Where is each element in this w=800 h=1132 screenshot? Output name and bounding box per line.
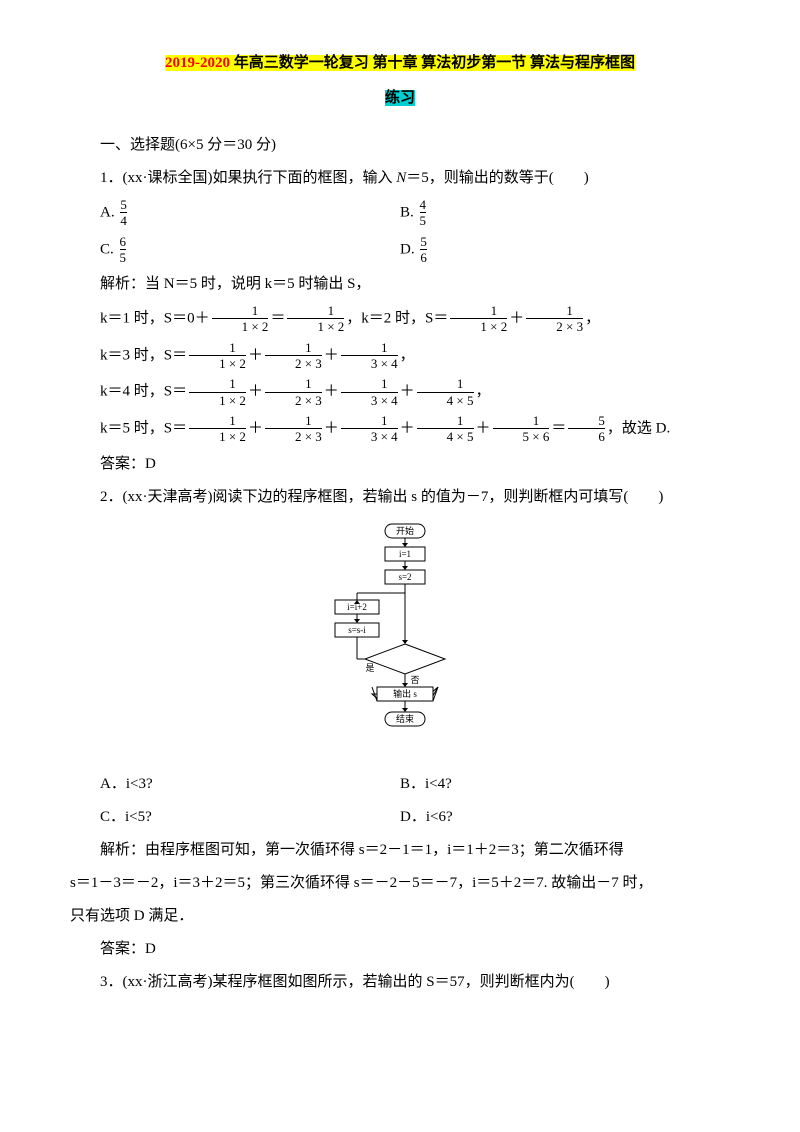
- q1-sol-k4: k＝4 时，S＝11 × 2＋12 × 3＋13 × 4＋14 × 5，: [70, 377, 730, 408]
- q2-opt-c: C．i<5?: [70, 804, 400, 831]
- q1-opt-a: A. 54: [70, 198, 400, 229]
- q1-opt-d: D. 56: [400, 235, 730, 266]
- q2-opts-row2: C．i<5? D．i<6?: [70, 804, 730, 831]
- svg-text:s=s-i: s=s-i: [348, 625, 366, 635]
- page-title-2: 练习: [70, 85, 730, 112]
- svg-text:s=2: s=2: [398, 572, 411, 582]
- q1-opts-row2: C. 65 D. 56: [70, 235, 730, 266]
- q1-sol-k12: k＝1 时，S＝0＋11 × 2＝11 × 2，k＝2 时，S＝11 × 2＋1…: [70, 304, 730, 335]
- svg-text:i=1: i=1: [399, 549, 411, 559]
- q2-opt-b: B．i<4?: [400, 771, 730, 798]
- title-rest: 年高三数学一轮复习 第十章 算法初步第一节 算法与程序框图: [230, 55, 635, 71]
- q1-sol-l1: 解析：当 N＝5 时，说明 k＝5 时输出 S，: [70, 271, 730, 298]
- svg-text:输出 s: 输出 s: [393, 688, 417, 699]
- q2-sol-1: 解析：由程序框图可知，第一次循环得 s＝2－1＝1，i＝1＋2＝3；第二次循环得: [70, 837, 730, 864]
- svg-text:否: 否: [410, 675, 419, 685]
- q2-opt-a: A．i<3?: [70, 771, 400, 798]
- q2-opt-d: D．i<6?: [400, 804, 730, 831]
- q2-opts-row1: A．i<3? B．i<4?: [70, 771, 730, 798]
- q1-opts-row1: A. 54 B. 45: [70, 198, 730, 229]
- q1-opt-b: B. 45: [400, 198, 730, 229]
- q2-sol-2: s＝1－3＝－2，i＝3＋2＝5；第三次循环得 s＝－2－5＝－7，i＝5＋2＝…: [70, 870, 730, 897]
- q1-text: 1．(xx·课标全国)如果执行下面的框图，输入 N＝5，则输出的数等于( ): [70, 165, 730, 192]
- q3-text: 3．(xx·浙江高考)某程序框图如图所示，若输出的 S＝57，则判断框内为( ): [70, 969, 730, 996]
- section-header: 一、选择题(6×5 分＝30 分): [70, 132, 730, 159]
- q2-sol-3: 只有选项 D 满足．: [70, 903, 730, 930]
- title-practice: 练习: [385, 90, 415, 106]
- q1-opt-c: C. 65: [70, 235, 400, 266]
- q1-answer: 答案：D: [70, 451, 730, 478]
- title-year: 2019-2020: [165, 55, 230, 71]
- svg-text:是: 是: [365, 663, 374, 673]
- page-title-1: 2019-2020 年高三数学一轮复习 第十章 算法初步第一节 算法与程序框图: [70, 50, 730, 77]
- svg-text:结束: 结束: [396, 713, 414, 724]
- svg-text:开始: 开始: [396, 525, 414, 536]
- q2-answer: 答案：D: [70, 936, 730, 963]
- q1-sol-k3: k＝3 时，S＝11 × 2＋12 × 3＋13 × 4，: [70, 341, 730, 372]
- q2-text: 2．(xx·天津高考)阅读下边的程序框图，若输出 s 的值为－7，则判断框内可填…: [70, 484, 730, 511]
- q1-sol-k5: k＝5 时，S＝11 × 2＋12 × 3＋13 × 4＋14 × 5＋15 ×…: [70, 414, 730, 445]
- q2-flowchart: 开始 i=1 s=2 i=i+2 s=s-i 是 否 输出 s 结: [70, 521, 730, 761]
